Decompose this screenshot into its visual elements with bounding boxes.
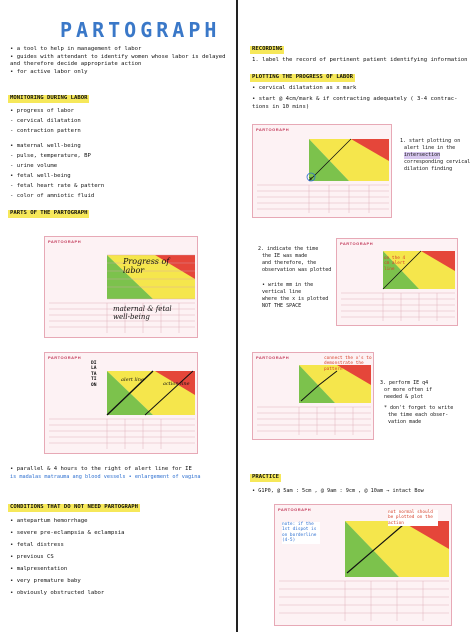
partograph-grid xyxy=(279,521,449,621)
condition-item: • very premature baby xyxy=(10,578,81,584)
step1-line: dilation finding xyxy=(404,166,453,172)
card-header: PARTOGRAPH xyxy=(278,507,312,512)
step1-line: intersection xyxy=(404,152,441,159)
intro-line: • a tool to help in management of labor xyxy=(10,46,142,52)
step3-line: * don't forget to write xyxy=(384,405,454,411)
partograph-card: PARTOGRAPH Progress of labor maternal & … xyxy=(44,236,198,338)
monitoring-line: • progress of labor xyxy=(10,108,74,114)
condition-item: • fetal distress xyxy=(10,542,64,548)
practice-heading: PRACTICE xyxy=(250,474,281,482)
condition-item: • obviously obstructed labor xyxy=(10,590,105,596)
plotting-line: tions in 10 mins) xyxy=(252,104,310,110)
condition-item: • previous CS xyxy=(10,554,54,560)
partograph-grid: x xyxy=(257,138,389,213)
step2-line: the IE was made xyxy=(262,253,308,259)
plotting-line: • cervical dilatation as x mark xyxy=(252,85,357,91)
card-header: PARTOGRAPH xyxy=(256,127,290,132)
wellbeing-label: maternal & fetal well-being xyxy=(113,305,172,321)
monitoring-line: - pulse, temperature, BP xyxy=(10,153,91,159)
step3-line: vation made xyxy=(388,419,422,425)
intro-line: • guides with attendant to identify wome… xyxy=(10,53,226,60)
step2-note: on the 4 cm alert line xyxy=(384,256,406,272)
right-page: RECORDING 1. label the record of pertine… xyxy=(238,0,474,632)
step3-line: the time each obser- xyxy=(388,412,449,418)
step3-line: 3. perform IE q4 xyxy=(380,380,429,386)
partograph-grid xyxy=(341,250,455,321)
practice-text: • G1P0, @ 5am : 5cm , @ 9am : 9cm , @ 10… xyxy=(252,488,424,494)
condition-item: • antepartum hemorrhage xyxy=(10,518,88,524)
alert-line-label: alert line xyxy=(121,377,144,383)
condition-item: • severe pre-eclampsia & eclampsia xyxy=(10,530,125,536)
monitoring-line: • maternal well-being xyxy=(10,143,81,149)
card-header: PARTOGRAPH xyxy=(48,239,82,244)
parallel-line: • parallel & 4 hours to the right of ale… xyxy=(10,466,192,472)
step1-line: 1. start plotting on xyxy=(400,138,461,144)
dilatation-label: DILATATION xyxy=(91,361,97,388)
monitoring-line: - cervical dilatation xyxy=(10,118,81,124)
step2-line: 2. indicate the time xyxy=(258,246,319,252)
plotting-heading: PLOTTING THE PROGRESS OF LABOR xyxy=(250,74,356,82)
partograph-grid xyxy=(49,254,195,333)
partograph-card-lines: PARTOGRAPH alert line action line DILATA… xyxy=(44,352,198,454)
partograph-card-plot: PARTOGRAPH x xyxy=(252,124,392,218)
step3-line: or more often if xyxy=(384,387,433,393)
monitoring-line: • fetal well-being xyxy=(10,173,71,179)
step3-line: needed & plot xyxy=(384,394,424,400)
left-page: PARTOGRAPH • a tool to help in managemen… xyxy=(0,0,236,632)
partograph-grid xyxy=(49,370,195,449)
conditions-heading: CONDITIONS THAT DO NOT NEED PARTOGRAPH xyxy=(8,504,140,512)
monitoring-line: - urine volume xyxy=(10,163,58,169)
practice-note: note: if the 1st dispot is on borderline… xyxy=(282,522,320,544)
monitoring-line: - fetal heart rate & pattern xyxy=(10,183,105,189)
action-line-label: action line xyxy=(163,381,190,387)
progress-label: Progress of labor xyxy=(123,257,170,275)
recording-line: 1. label the record of pertinent patient… xyxy=(252,57,468,63)
condition-item: • malpresentation xyxy=(10,566,68,572)
intro-line: and therefore decide appropriate action xyxy=(10,61,142,67)
step2-line: NOT THE SPACE xyxy=(262,303,302,309)
card-header: PARTOGRAPH xyxy=(256,355,290,360)
plotting-line: • start @ 4cm/mark & if contracting adeq… xyxy=(252,96,458,102)
card-header: PARTOGRAPH xyxy=(340,241,374,246)
step2-line: observation was plotted xyxy=(262,267,332,273)
intro-line: • for active labor only xyxy=(10,68,88,75)
svg-text:x: x xyxy=(309,176,312,182)
monitoring-heading: MONITORING DURING LABOR xyxy=(8,95,90,103)
parallel-line: is madalas matrauma ang blood vessels • … xyxy=(10,474,201,480)
partograph-card-pattern: PARTOGRAPH xyxy=(252,352,374,440)
partograph-card-time: PARTOGRAPH xyxy=(336,238,458,326)
step2-line: and therefore, the xyxy=(262,260,317,266)
page-divider xyxy=(236,0,238,632)
practice-note: not normal should be plotted on the acti… xyxy=(388,510,438,527)
monitoring-line: - color of amniotic fluid xyxy=(10,193,95,199)
monitoring-line: - contraction pattern xyxy=(10,128,81,134)
parts-heading: PARTS OF THE PARTOGRAPH xyxy=(8,210,90,218)
recording-heading: RECORDING xyxy=(250,46,285,54)
step2-line: where the x is plotted xyxy=(262,296,329,302)
partograph-grid xyxy=(257,365,371,435)
card-header: PARTOGRAPH xyxy=(48,355,82,360)
step2-line: vertical line xyxy=(262,289,302,295)
step2-line: • write mm in the xyxy=(262,282,314,288)
step3-note: connect the x's to demonstrate the patte… xyxy=(324,356,372,372)
step1-line: corresponding cervical xyxy=(404,159,471,165)
step1-line: alert line in the xyxy=(404,145,456,151)
page-title: PARTOGRAPH xyxy=(60,18,221,42)
